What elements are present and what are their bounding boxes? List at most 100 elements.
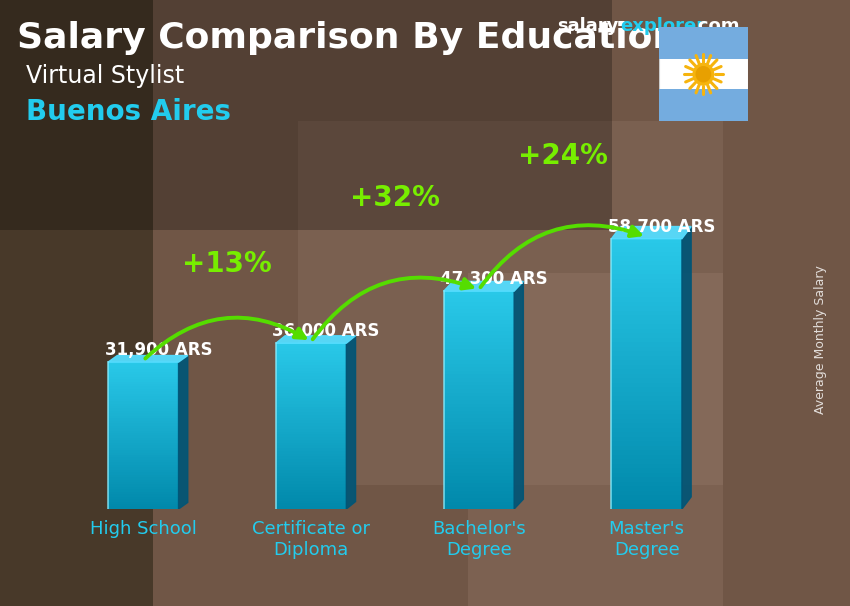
Bar — [108, 362, 178, 365]
Text: +32%: +32% — [350, 184, 440, 211]
Bar — [611, 238, 682, 243]
Bar — [276, 354, 346, 357]
Bar — [276, 465, 346, 468]
Bar — [108, 404, 178, 406]
Bar — [444, 338, 514, 342]
Bar — [611, 396, 682, 401]
Bar — [611, 428, 682, 433]
Bar — [444, 345, 514, 349]
Bar — [276, 362, 346, 365]
Bar — [611, 432, 682, 437]
Bar — [108, 411, 178, 413]
Bar — [444, 356, 514, 360]
Bar — [611, 310, 682, 315]
Bar — [444, 480, 514, 484]
Bar — [468, 273, 722, 606]
Bar — [108, 364, 178, 367]
Bar — [444, 462, 514, 465]
Bar — [444, 494, 514, 498]
Bar — [611, 261, 682, 265]
Bar — [276, 410, 346, 412]
Bar — [276, 462, 346, 465]
Bar — [108, 472, 178, 474]
Bar — [611, 279, 682, 284]
Bar — [108, 497, 178, 499]
Bar — [108, 489, 178, 492]
Bar — [611, 410, 682, 415]
Bar — [276, 504, 346, 506]
Text: .com: .com — [691, 17, 740, 35]
Text: 47,300 ARS: 47,300 ARS — [440, 270, 548, 288]
Text: 58,700 ARS: 58,700 ARS — [608, 218, 716, 236]
Bar — [276, 396, 346, 399]
Bar — [444, 469, 514, 473]
Bar — [276, 506, 346, 509]
Bar — [108, 450, 178, 453]
Bar — [444, 404, 514, 407]
Bar — [276, 343, 346, 346]
Bar — [444, 385, 514, 389]
Bar — [444, 327, 514, 331]
Bar — [108, 467, 178, 470]
Bar — [108, 494, 178, 497]
Bar — [444, 411, 514, 415]
Bar — [444, 476, 514, 480]
Bar — [444, 502, 514, 505]
Bar — [276, 423, 346, 426]
Bar — [108, 369, 178, 372]
Bar — [108, 401, 178, 404]
Bar — [611, 306, 682, 311]
Bar — [276, 346, 346, 349]
Bar — [611, 441, 682, 446]
Bar — [276, 379, 346, 382]
Bar — [611, 423, 682, 428]
Bar — [276, 476, 346, 479]
Text: 31,900 ARS: 31,900 ARS — [105, 341, 212, 359]
Bar — [444, 393, 514, 396]
Bar — [444, 484, 514, 487]
Bar — [108, 504, 178, 507]
Polygon shape — [611, 227, 691, 239]
Bar — [108, 441, 178, 443]
Bar — [108, 416, 178, 418]
Bar — [444, 407, 514, 411]
Bar — [108, 371, 178, 375]
Bar — [108, 418, 178, 421]
Polygon shape — [444, 281, 524, 291]
Bar — [276, 412, 346, 415]
Bar — [444, 396, 514, 400]
Text: +24%: +24% — [518, 142, 608, 170]
Bar — [108, 448, 178, 450]
Bar — [611, 414, 682, 419]
Bar — [611, 486, 682, 491]
Bar — [276, 407, 346, 410]
Bar — [276, 484, 346, 487]
Bar — [276, 431, 346, 435]
Bar — [108, 470, 178, 472]
Bar — [444, 375, 514, 378]
Bar — [444, 487, 514, 491]
Bar — [276, 418, 346, 421]
Bar — [276, 437, 346, 440]
Bar — [444, 367, 514, 371]
Bar — [444, 295, 514, 299]
Bar — [611, 405, 682, 410]
Bar — [276, 365, 346, 368]
Bar — [0, 0, 612, 230]
Bar — [108, 491, 178, 494]
Bar — [108, 384, 178, 387]
Bar — [611, 270, 682, 275]
Bar — [108, 399, 178, 401]
Bar — [276, 495, 346, 498]
Bar — [444, 371, 514, 375]
Bar — [444, 418, 514, 422]
Bar — [444, 433, 514, 436]
Bar — [611, 391, 682, 396]
Bar — [611, 333, 682, 338]
Bar — [276, 470, 346, 473]
Bar — [276, 401, 346, 404]
Bar — [276, 459, 346, 462]
Bar — [611, 468, 682, 473]
Bar — [444, 360, 514, 364]
Bar — [276, 393, 346, 396]
